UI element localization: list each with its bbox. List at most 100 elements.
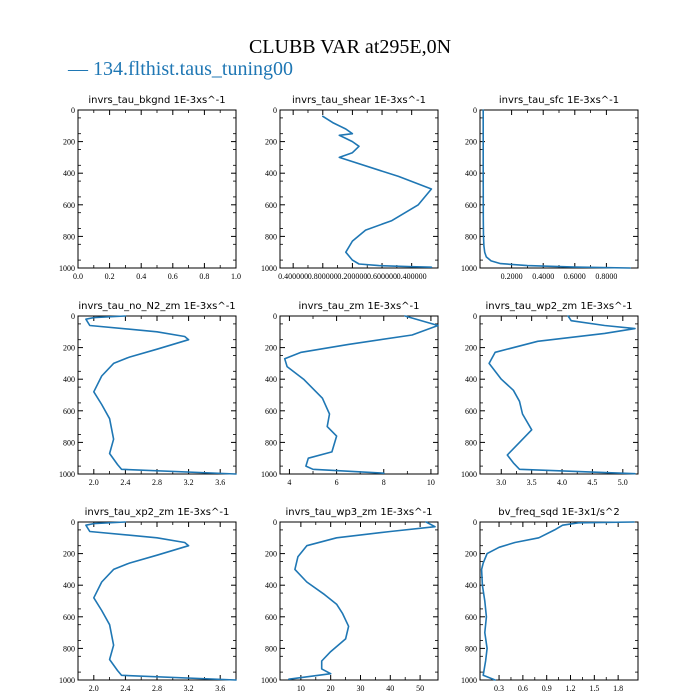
- chart-panel-3: invrs_tau_sfc 1E-3xs^-1 0 200 400 600 800 1000…: [461, 95, 639, 281]
- x-tick-label: 2.8: [152, 478, 162, 487]
- x-tick-label: 0.0: [73, 272, 83, 281]
- y-tick-label: 600: [465, 201, 477, 210]
- y-tick-label: 0: [273, 518, 277, 527]
- plot-frame: [77, 315, 237, 475]
- x-tick-label: 10: [427, 478, 435, 487]
- y-tick-label: 1000: [261, 470, 277, 479]
- x-tick-label: 3.6: [215, 684, 225, 693]
- y-tick-label: 400: [265, 169, 277, 178]
- y-tick-label: 400: [63, 581, 75, 590]
- x-tick-label: 0.400000: [278, 272, 308, 281]
- plot-frame: [479, 315, 639, 475]
- chart-panel-5: invrs_tau_zm 1E-3xs^-1 0 200 400 600 800 1000 4…: [261, 301, 439, 487]
- x-tick-label: 30: [356, 684, 364, 693]
- legend-label: 134.flthist.taus_tuning00: [93, 58, 293, 80]
- y-tick-label: 200: [465, 344, 477, 353]
- y-tick-label: 400: [465, 581, 477, 590]
- series-line: [480, 521, 635, 681]
- panel-title: invrs_tau_xp2_zm 1E-3xs^-1: [85, 507, 230, 518]
- panel-title: invrs_tau_wp2_zm 1E-3xs^-1: [486, 301, 633, 312]
- x-tick-label: 1.5: [589, 684, 599, 693]
- y-tick-label: 200: [465, 138, 477, 147]
- y-tick-label: 400: [63, 375, 75, 384]
- series-line: [288, 521, 436, 681]
- x-tick-label: 2.4: [120, 684, 130, 693]
- chart-panel-2: invrs_tau_shear 1E-3xs^-1 0 200 400 600 800 10…: [261, 95, 439, 281]
- series-line: [488, 315, 636, 475]
- x-tick-label: 4: [287, 478, 291, 487]
- panel-title: invrs_tau_no_N2_zm 1E-3xs^-1: [78, 301, 235, 312]
- x-tick-label: 0.9: [542, 684, 552, 693]
- panel-title: invrs_tau_wp3_zm 1E-3xs^-1: [286, 507, 433, 518]
- series-line: [321, 115, 433, 269]
- chart-panel-8: invrs_tau_wp3_zm 1E-3xs^-1 0 200 400 600 800 1…: [261, 507, 439, 693]
- x-tick-label: 0.200000: [337, 272, 367, 281]
- y-tick-label: 200: [465, 550, 477, 559]
- x-tick-label: 2.0: [89, 478, 99, 487]
- y-tick-label: 400: [265, 375, 277, 384]
- chart-panel-6: invrs_tau_wp2_zm 1E-3xs^-1 0 200 400 600 800 1…: [461, 301, 639, 487]
- figure-title: CLUBB VAR at295E,0N: [248, 36, 452, 58]
- y-tick-label: 200: [63, 138, 75, 147]
- y-tick-label: 200: [63, 344, 75, 353]
- x-tick-label: 1.8: [613, 684, 623, 693]
- y-tick-label: 800: [265, 232, 277, 241]
- y-tick-label: 600: [63, 613, 75, 622]
- y-tick-label: 1000: [461, 676, 477, 685]
- y-tick-label: 1000: [59, 676, 75, 685]
- x-tick-label: 1.0: [231, 272, 241, 281]
- y-tick-label: 1000: [59, 264, 75, 273]
- chart-panel-4: invrs_tau_no_N2_zm 1E-3xs^-10 200 400 600 80…: [59, 301, 237, 487]
- chart-panel-9: bv_freq_sqd 1E-3x1/s^2 0 200 400 600 800 1000 0…: [461, 507, 639, 693]
- y-tick-label: 0: [71, 518, 75, 527]
- y-tick-label: 0: [71, 312, 75, 321]
- panel-title: invrs_tau_sfc 1E-3xs^-1: [499, 95, 619, 106]
- y-tick-label: 0: [273, 106, 277, 115]
- y-tick-label: 200: [265, 138, 277, 147]
- y-tick-label: 1000: [461, 470, 477, 479]
- y-tick-label: 600: [265, 201, 277, 210]
- x-tick-label: 2.0: [89, 684, 99, 693]
- y-tick-label: 800: [465, 232, 477, 241]
- y-tick-label: 800: [265, 644, 277, 653]
- y-tick-label: 1000: [59, 470, 75, 479]
- x-tick-label: 4.0: [557, 478, 567, 487]
- series-line: [283, 315, 439, 475]
- y-tick-label: 1000: [461, 264, 477, 273]
- series-line: [85, 315, 237, 475]
- legend: — 134.flthist.taus_tuning00: [68, 58, 293, 81]
- x-tick-label: 0.6: [168, 272, 178, 281]
- x-tick-label: 3.2: [184, 684, 194, 693]
- y-tick-label: 1000: [261, 264, 277, 273]
- series-line: [85, 521, 237, 681]
- y-tick-label: 600: [265, 613, 277, 622]
- x-tick-label: 0.400000: [397, 272, 427, 281]
- x-tick-label: 1.2: [566, 684, 576, 693]
- x-tick-label: 0.3: [494, 684, 504, 693]
- y-tick-label: 800: [465, 438, 477, 447]
- plot-frame: [77, 521, 237, 681]
- x-tick-label: 3.2: [184, 478, 194, 487]
- x-tick-label: 0.8000: [595, 272, 617, 281]
- y-tick-label: 600: [63, 201, 75, 210]
- x-tick-label: 0.800000: [308, 272, 338, 281]
- x-tick-label: 0.4: [136, 272, 146, 281]
- x-tick-label: 0.4000: [532, 272, 554, 281]
- y-tick-label: 0: [273, 312, 277, 321]
- y-tick-label: 600: [63, 407, 75, 416]
- y-tick-label: 400: [63, 169, 75, 178]
- y-tick-label: 400: [465, 169, 477, 178]
- x-tick-label: 0.6000: [564, 272, 586, 281]
- y-tick-label: 800: [265, 438, 277, 447]
- y-tick-label: 800: [63, 644, 75, 653]
- x-tick-label: 5.0: [618, 478, 628, 487]
- plot-frame: [279, 521, 439, 681]
- legend-line-icon: —: [68, 58, 88, 80]
- chart-panel-1: invrs_tau_bkgnd 1E-3xs^-1 0 200 400 600 800 10…: [59, 95, 241, 281]
- chart-panel-7: invrs_tau_xp2_zm 1E-3xs^-1 0 200 400 600 800 1…: [59, 507, 237, 693]
- x-tick-label: 2.8: [152, 684, 162, 693]
- panel-title: invrs_tau_zm 1E-3xs^-1: [298, 301, 419, 312]
- y-tick-label: 0: [71, 106, 75, 115]
- panel-title: bv_freq_sqd 1E-3x1/s^2: [498, 507, 620, 518]
